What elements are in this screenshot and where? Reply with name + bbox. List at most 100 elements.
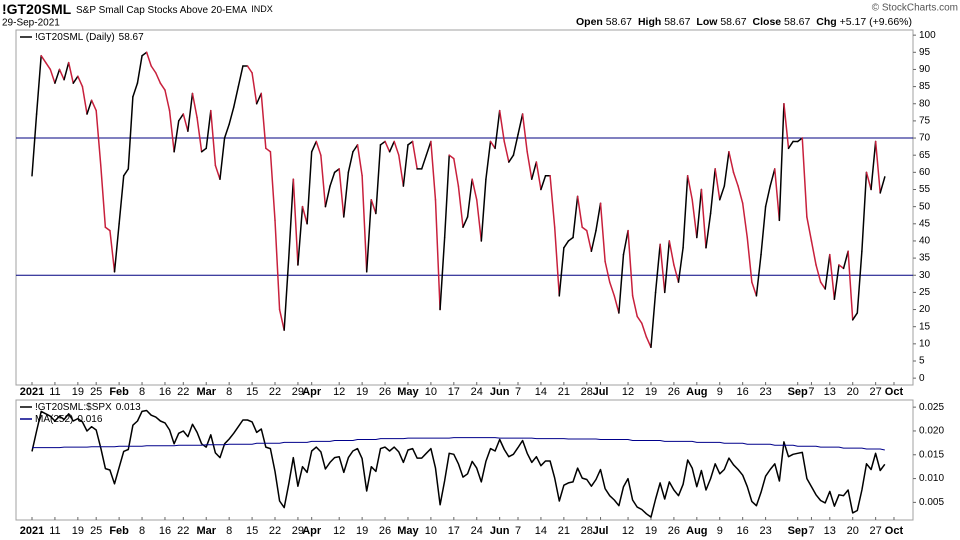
x-tick-label: 17 (448, 386, 460, 398)
y-tick-label: 10 (919, 338, 931, 349)
x-tick-label: 17 (448, 525, 460, 537)
line-segment (219, 137, 226, 180)
x-tick-label: Sep (788, 525, 808, 537)
line-segment (787, 140, 794, 150)
line-segment (485, 140, 492, 180)
y-tick-label: 0 (919, 373, 925, 384)
line-segment (847, 250, 854, 321)
line-segment (677, 247, 684, 283)
line-segment (49, 68, 56, 84)
chart-header: !GT20SML S&P Small Cap Stocks Above 20-E… (2, 1, 273, 17)
line-segment (526, 151, 533, 180)
line-segment (54, 68, 61, 84)
legend-name: !GT20SML (Daily) (35, 32, 115, 43)
quote-label: High (638, 16, 661, 28)
exchange: INDX (251, 4, 273, 14)
line-segment (306, 151, 313, 225)
line-segment (553, 226, 561, 297)
line-segment (278, 308, 285, 331)
line-segment (310, 140, 318, 153)
line-segment (191, 92, 198, 119)
line-segment (90, 99, 97, 112)
x-tick-label: 7 (808, 525, 814, 537)
line-segment (870, 140, 877, 191)
x-tick-label: Apr (302, 525, 322, 537)
y-tick-label: 35 (919, 253, 931, 264)
x-tick-label: May (397, 525, 419, 537)
line-segment (370, 199, 377, 215)
x-tick-label: 12 (622, 386, 634, 398)
line-segment (232, 85, 240, 108)
line-segment (663, 240, 671, 294)
quote-label: Open (576, 16, 603, 28)
x-tick-label: Oct (885, 525, 904, 537)
legend-name: MA(252) (35, 414, 73, 425)
line-segment (824, 253, 831, 290)
x-tick-label: 22 (177, 525, 189, 537)
quote-label: Close (753, 16, 782, 28)
line-segment (673, 264, 680, 283)
line-segment (590, 229, 597, 252)
x-tick-label: 8 (226, 525, 232, 537)
line-segment (343, 171, 350, 218)
y-tick-label: 15 (919, 321, 931, 332)
line-segment (379, 140, 386, 146)
line-segment (145, 51, 152, 67)
x-tick-label: Mar (196, 386, 216, 398)
x-tick-label: 8 (139, 525, 145, 537)
line-segment (475, 199, 483, 242)
quote-label: Low (696, 16, 718, 28)
x-tick-label: 29 (292, 525, 304, 537)
x-tick-label: 20 (847, 386, 859, 398)
line-segment (113, 223, 120, 273)
x-tick-label: Mar (196, 525, 216, 537)
quote-value: 58.67 (784, 16, 810, 28)
line-segment (67, 61, 75, 84)
line-segment (141, 51, 148, 57)
y-tick-label: 45 (919, 218, 931, 229)
line-segment (45, 61, 52, 71)
line-segment (586, 229, 593, 252)
line-segment (260, 92, 267, 150)
line-segment (691, 199, 698, 239)
line-segment (292, 178, 299, 266)
y-tick-label: 70 (919, 133, 931, 144)
line-segment (251, 72, 258, 105)
line-segment (503, 140, 510, 163)
x-tick-label: 27 (870, 386, 882, 398)
line-segment (719, 185, 726, 201)
quote-value: 58.67 (606, 16, 632, 28)
symbol: !GT20SML (2, 1, 72, 17)
line-segment (833, 264, 840, 301)
quote: Open 58.67 High 58.67 Low 58.67 Close 58… (576, 16, 912, 28)
x-tick-label: 16 (159, 525, 171, 537)
x-tick-label: 7 (515, 525, 521, 537)
line-segment (829, 253, 836, 301)
y-tick-label: 5 (919, 356, 925, 367)
line-segment (210, 109, 217, 167)
x-tick-label: 12 (333, 525, 345, 537)
line-segment (159, 82, 166, 91)
x-tick-label: 29 (292, 386, 304, 398)
line-segment (182, 113, 189, 132)
line-segment (508, 154, 515, 163)
line-segment (200, 147, 207, 153)
line-segment (301, 205, 308, 225)
y-tick-label: 0.015 (919, 449, 944, 460)
line-segment (641, 322, 648, 338)
x-tick-label: Sep (788, 386, 808, 398)
x-tick-label: 26 (379, 525, 391, 537)
x-tick-label: 24 (471, 525, 483, 537)
line-segment (420, 154, 428, 170)
line-segment (109, 229, 116, 273)
line-segment (63, 61, 70, 81)
line-segment (265, 147, 272, 153)
line-segment (815, 264, 822, 283)
legend-entry: !GT20SML (Daily) 58.67 (35, 32, 144, 43)
y-tick-label: 25 (919, 287, 931, 298)
line-segment (861, 171, 868, 252)
copyright: © StockCharts.com (872, 3, 958, 14)
x-tick-label: 2021 (20, 386, 44, 398)
x-tick-label: Aug (686, 525, 707, 537)
line-segment (155, 72, 162, 84)
